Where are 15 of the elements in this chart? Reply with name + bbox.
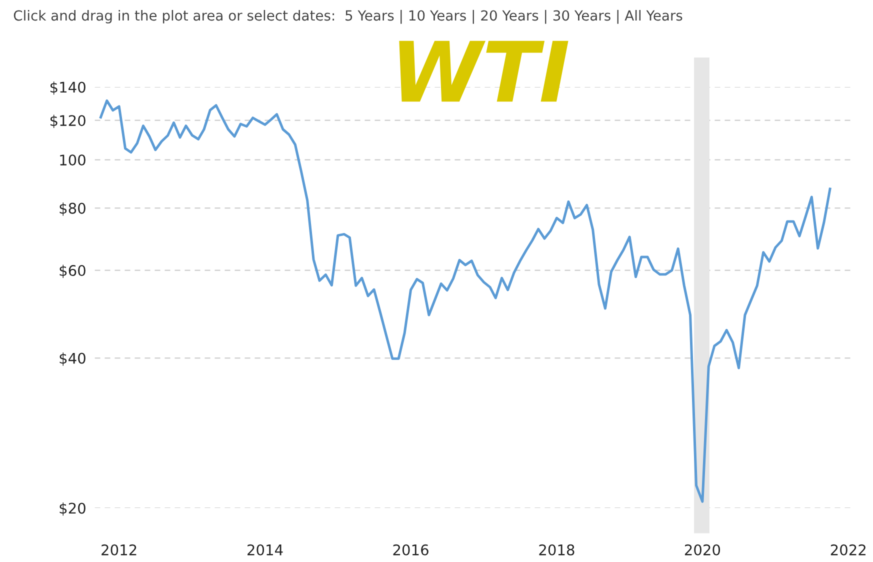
y-tick-label: $20 [60, 502, 86, 516]
x-tick-label: 2018 [539, 544, 574, 556]
x-tick-label: 2016 [393, 544, 428, 556]
x-tick-label: 2012 [102, 544, 136, 556]
y-tick-label: $60 [60, 264, 86, 278]
y-tick-label: $120 [50, 114, 86, 128]
annotation: WTI [399, 40, 568, 102]
text: Click and drag in the plot area or select dates: 5 Years | 10 Years | 20 Years | 30 Years | All Years [14, 10, 682, 24]
y-tick-label: 100 [60, 154, 86, 166]
y-tick-label: $80 [60, 202, 86, 216]
y-tick-label: $140 [50, 81, 86, 95]
x-tick-label: 2014 [248, 544, 283, 556]
x-tick-label: 2020 [684, 544, 720, 556]
x-tick-label: 2022 [830, 544, 866, 556]
y-tick-label: $40 [60, 352, 86, 366]
